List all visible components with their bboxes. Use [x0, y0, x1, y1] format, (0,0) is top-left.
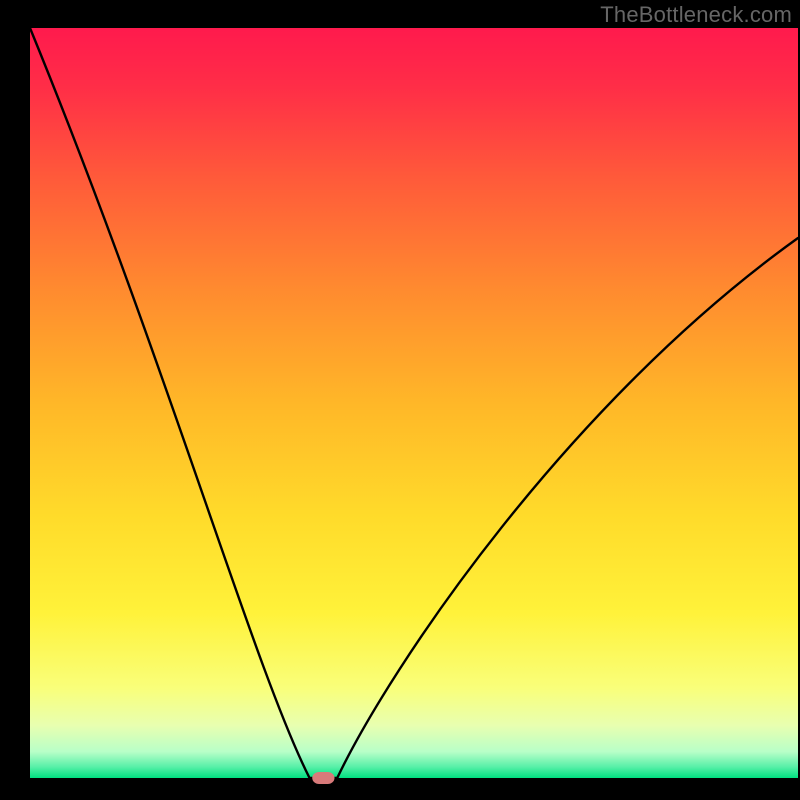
bottleneck-curve-chart: [0, 0, 800, 800]
minimum-marker: [312, 772, 334, 784]
gradient-background: [30, 28, 798, 778]
watermark-text: TheBottleneck.com: [600, 2, 792, 28]
chart-container: TheBottleneck.com: [0, 0, 800, 800]
